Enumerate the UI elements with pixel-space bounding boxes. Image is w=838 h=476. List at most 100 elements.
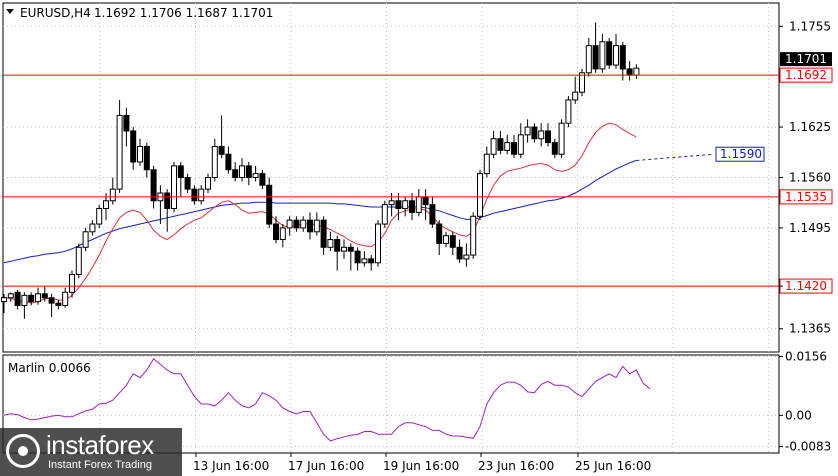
candle-bear	[164, 192, 171, 210]
candle-bear	[456, 246, 463, 260]
candle-bull	[1, 297, 7, 303]
candle-bull	[443, 235, 449, 244]
candle-bull	[415, 196, 422, 213]
watermark: instaforex Instant Forex Trading	[0, 428, 182, 476]
candle-bull	[62, 291, 69, 306]
candle-bear	[422, 196, 429, 206]
fast-ma-line	[3, 122, 637, 304]
candle-bull	[7, 293, 14, 299]
candle-bear	[55, 302, 62, 306]
candle-bull	[470, 215, 477, 256]
oscillator-line	[3, 358, 651, 442]
slow-ma-projection	[636, 153, 715, 161]
price-tick-label-3: 1.1495	[789, 221, 831, 235]
candle-bear	[626, 68, 633, 76]
candle-bull	[361, 258, 368, 264]
candle-bull	[463, 254, 470, 260]
candle-bull	[96, 208, 103, 225]
candle-bull	[279, 227, 286, 241]
watermark-tagline: Instant Forex Trading	[48, 459, 152, 471]
candle-bear	[293, 219, 300, 229]
candle-bull	[524, 126, 531, 136]
indicator-name: Marlin 0.0066	[8, 361, 91, 375]
indicator-axis: 0.0156 0.00 -0.0083	[779, 350, 831, 454]
candle-bull	[82, 231, 89, 248]
ma-label: 1.1590	[720, 147, 762, 161]
candle-bear	[409, 200, 415, 213]
candle-bull	[252, 173, 259, 179]
time-tick-label-3: 23 Jun 16:00	[478, 459, 554, 473]
level-label-box-0	[779, 67, 833, 83]
candle-bull	[388, 200, 395, 206]
candle-bear	[429, 204, 436, 225]
candle-bear	[225, 153, 232, 171]
level-label-0: 1.1692	[785, 68, 827, 82]
candle-bear	[347, 246, 354, 252]
candle-bear	[259, 173, 266, 186]
candle-bull	[286, 219, 293, 229]
candle-bear	[531, 126, 538, 140]
osc-tick-label-2: -0.0083	[785, 440, 831, 454]
level-label-1: 1.1535	[785, 190, 827, 204]
osc-tick-label-0: 0.0156	[785, 350, 827, 364]
candle-bull	[572, 91, 579, 101]
price-tick-label-5: 1.1365	[789, 322, 831, 336]
candle-bear	[14, 291, 21, 306]
candle-bear	[551, 142, 558, 155]
candle-bear	[320, 219, 327, 248]
candle-bull	[565, 99, 572, 124]
time-tick-label-0: 13 Jun 16:00	[193, 459, 269, 473]
current-price-label: 1.1701	[785, 52, 827, 66]
candle-bear	[266, 184, 273, 225]
slow-ma-line	[3, 159, 637, 264]
candle-bull	[205, 177, 211, 190]
candle-bear	[497, 138, 504, 151]
price-tick-label-1: 1.1625	[789, 120, 831, 134]
candle-bear	[395, 200, 402, 210]
candle-bear	[41, 293, 48, 299]
candle-bull	[75, 246, 82, 275]
candle-bear	[368, 258, 375, 264]
price-tick-label-2: 1.1560	[789, 171, 831, 185]
candle-bull	[633, 67, 640, 76]
candle-bear	[307, 219, 313, 233]
candle-bear	[619, 45, 626, 70]
candle-bear	[334, 239, 341, 252]
candle-bull	[89, 223, 96, 233]
level-label-2: 1.1420	[785, 279, 827, 293]
candle-bull	[381, 204, 388, 225]
candle-bear	[177, 165, 184, 179]
candle-bull	[477, 173, 483, 217]
candle-bull	[483, 153, 490, 175]
time-axis: 13 Jun 16:00 17 Jun 16:00 19 Jun 16:00 23 J…	[193, 453, 651, 473]
current-price-box	[780, 52, 832, 67]
candle-bull	[116, 114, 123, 190]
candle-bear	[191, 188, 198, 202]
candle-bear	[592, 45, 599, 70]
candle-bull	[300, 219, 307, 229]
candle-bull	[109, 188, 116, 202]
candle-bear	[273, 223, 279, 241]
candle-bear	[218, 145, 225, 155]
candle-bull	[490, 138, 497, 155]
candle-bull	[239, 165, 245, 179]
time-tick-label-2: 19 Jun 16:00	[383, 459, 459, 473]
oscillator-layer	[3, 358, 651, 442]
candle-bull	[599, 41, 606, 70]
candle-bear	[150, 169, 157, 202]
candle-bull	[69, 273, 75, 293]
candle-bull	[517, 134, 524, 155]
candle-bear	[48, 297, 55, 304]
collapse-triangle-icon[interactable]	[6, 9, 14, 14]
candle-bull	[558, 122, 565, 155]
ohlc-label: 1.1692 1.1706 1.1687 1.1701	[94, 6, 273, 20]
candle-bear	[245, 165, 252, 179]
candle-bull	[585, 45, 592, 74]
candle-bear	[123, 114, 130, 132]
candle-bear	[184, 177, 191, 190]
candle-bull	[21, 294, 28, 306]
candles-layer	[1, 22, 640, 319]
candle-bull	[313, 219, 320, 233]
ma-label-box	[715, 146, 765, 162]
candle-bull	[538, 130, 545, 140]
